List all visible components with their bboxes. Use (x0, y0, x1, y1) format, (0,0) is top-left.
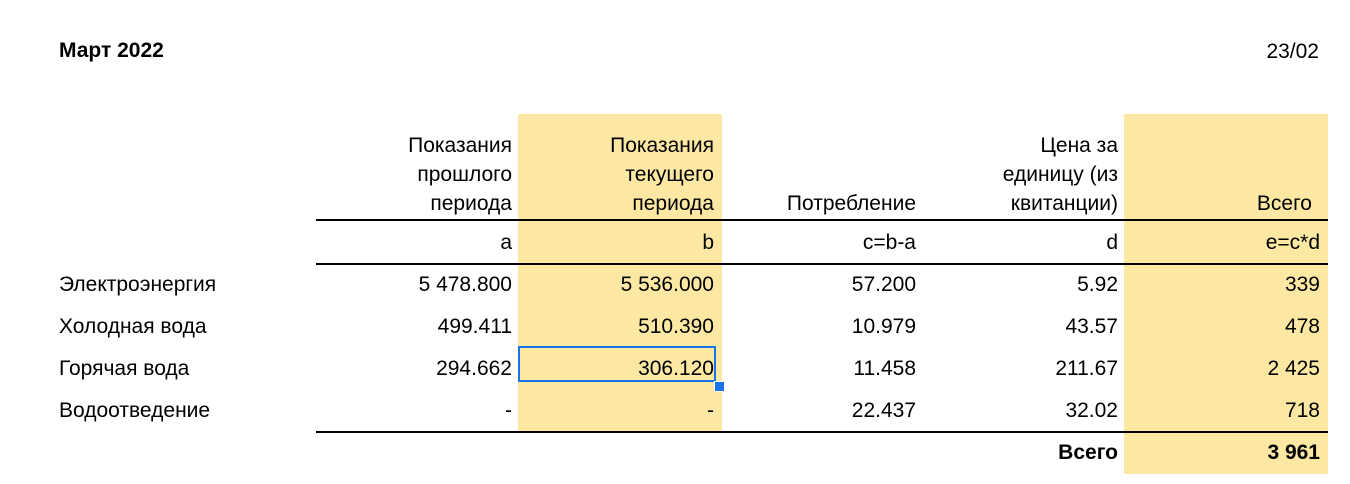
header-line: периода (632, 192, 714, 215)
cell-total[interactable]: 718 (1284, 399, 1320, 422)
header-line: текущего (625, 163, 714, 186)
header-divider (316, 219, 1328, 221)
header-col-e[interactable]: Всего (1124, 122, 1312, 218)
header-line: единицу (из (1002, 163, 1118, 186)
cell-prev-reading[interactable]: 499.411 (437, 315, 512, 338)
header-line: Показания (610, 134, 714, 157)
header-line: прошлого (417, 163, 512, 186)
cell-total[interactable]: 339 (1284, 273, 1320, 296)
cell-current-reading[interactable]: - (707, 399, 714, 422)
cell-total[interactable]: 2 425 (1267, 357, 1320, 380)
cell-unit-price[interactable]: 211.67 (1055, 357, 1118, 380)
cell-prev-reading[interactable]: - (505, 399, 512, 422)
header-line: Цена за (1040, 134, 1118, 157)
row-label-drainage[interactable]: Водоотведение (59, 399, 211, 422)
highlight-column-e (1124, 114, 1328, 474)
cell-selection-outline (518, 346, 716, 382)
cell-consumption[interactable]: 22.437 (851, 399, 916, 422)
code-cell-a[interactable]: a (500, 231, 512, 254)
header-col-d[interactable]: Цена за единицу (из квитанции) (920, 122, 1118, 218)
cell-prev-reading[interactable]: 5 478.800 (418, 273, 512, 296)
cell-consumption[interactable]: 10.979 (851, 315, 916, 338)
code-divider (316, 263, 1328, 265)
header-line: Всего (1256, 192, 1312, 215)
row-label-cold-water[interactable]: Холодная вода (59, 315, 207, 338)
code-cell-b[interactable]: b (702, 231, 714, 254)
header-col-b[interactable]: Показания текущего периода (518, 122, 714, 218)
header-col-a[interactable]: Показания прошлого периода (316, 122, 512, 218)
row-label-hot-water[interactable]: Горячая вода (59, 357, 190, 380)
code-cell-e[interactable]: e=c*d (1265, 231, 1320, 254)
cell-unit-price[interactable]: 32.02 (1065, 399, 1118, 422)
cell-current-reading[interactable]: 5 536.000 (620, 273, 714, 296)
header-line: квитанции) (1010, 192, 1118, 215)
code-cell-c[interactable]: c=b-a (862, 231, 916, 254)
header-line: Потребление (786, 192, 916, 215)
row-label-electricity[interactable]: Электроэнергия (59, 273, 217, 296)
cell-consumption[interactable]: 57.200 (851, 273, 916, 296)
sheet-title: Март 2022 (59, 39, 164, 62)
code-cell-d[interactable]: d (1106, 231, 1118, 254)
total-value[interactable]: 3 961 (1267, 441, 1320, 464)
header-col-c[interactable]: Потребление (722, 122, 916, 218)
cell-current-reading[interactable]: 510.390 (638, 315, 714, 338)
cell-unit-price[interactable]: 5.92 (1077, 273, 1118, 296)
cell-prev-reading[interactable]: 294.662 (436, 357, 512, 380)
cell-unit-price[interactable]: 43.57 (1065, 315, 1118, 338)
cell-consumption[interactable]: 11.458 (853, 357, 916, 380)
total-label[interactable]: Всего (1058, 441, 1118, 464)
header-line: периода (430, 192, 512, 215)
cell-current-reading-selected[interactable]: 306.120 (638, 357, 714, 380)
highlight-column-b (518, 114, 722, 432)
header-line: Показания (408, 134, 512, 157)
sheet-date: 23/02 (1266, 40, 1319, 63)
cell-total[interactable]: 478 (1284, 315, 1320, 338)
fill-handle[interactable] (714, 381, 725, 392)
total-divider (316, 431, 1328, 433)
